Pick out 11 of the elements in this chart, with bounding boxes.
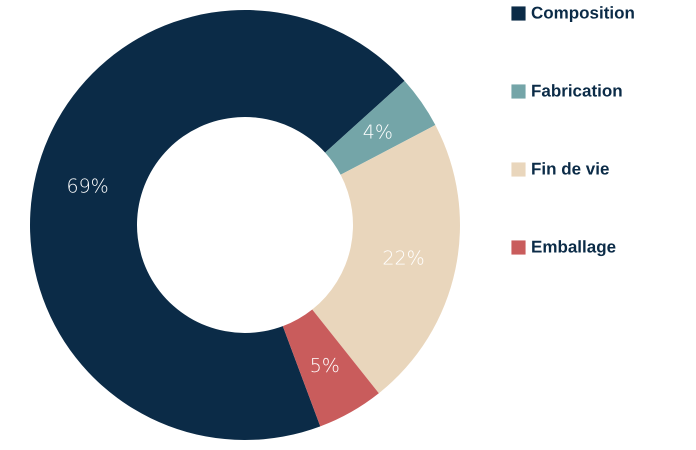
- legend-label: Fin de vie: [531, 160, 610, 178]
- donut-slice: [325, 80, 436, 175]
- legend-label: Emballage: [531, 238, 616, 256]
- data-label: 5%: [310, 355, 340, 377]
- donut-slice: [282, 310, 379, 426]
- data-label: 69%: [66, 176, 109, 198]
- legend-label: Fabrication: [531, 82, 623, 100]
- donut-slice: [312, 125, 460, 394]
- legend-label: Composition: [531, 4, 635, 22]
- data-label: 22%: [382, 247, 425, 270]
- data-label: 4%: [362, 121, 393, 144]
